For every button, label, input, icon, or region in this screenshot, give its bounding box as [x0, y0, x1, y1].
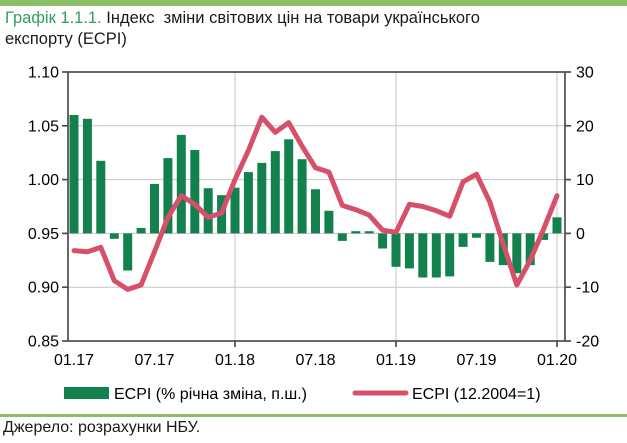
right-tick-label: 30 [576, 65, 594, 82]
bar [96, 160, 106, 234]
chart-title: Графік 1.1.1. Індекс зміни світових цін … [5, 8, 620, 50]
right-tick-label: -20 [576, 334, 599, 351]
left-tick-label: 0.90 [28, 280, 59, 297]
x-tick-label: 01.19 [376, 352, 416, 369]
bar [69, 115, 79, 234]
bar [257, 162, 267, 234]
x-tick-label: 07.18 [295, 352, 335, 369]
left-tick-label: 1.10 [28, 65, 59, 82]
bar [150, 183, 159, 234]
bar [351, 231, 361, 234]
left-tick-label: 0.85 [28, 334, 59, 351]
bar [458, 233, 468, 247]
source-note: Джерело: розрахунки НБУ. [3, 419, 201, 436]
bar [445, 233, 455, 277]
legend-bar-swatch [64, 387, 109, 399]
bar [190, 150, 200, 234]
right-tick-label: 20 [576, 118, 594, 135]
line-series [71, 114, 560, 292]
title-text: Індекс зміни світових цін на товари укра… [5, 9, 480, 48]
legend-bar-label: ECPI (% річна зміна, п.ш.) [114, 386, 307, 403]
bar [525, 233, 535, 266]
x-tick-label: 01.20 [537, 352, 577, 369]
x-tick-label: 07.17 [134, 352, 174, 369]
bar [176, 134, 186, 234]
left-tick-label: 1.05 [28, 118, 59, 135]
legend-line-label: ECPI (12.2004=1) [412, 386, 541, 403]
bar [243, 172, 253, 234]
bar [472, 233, 481, 238]
right-tick-label: 10 [576, 172, 594, 189]
axis-labels: 0.85 0.90 0.95 1.00 1.05 1.10 -20 -10 0 10 20 30 01.… [28, 65, 599, 370]
bar [311, 189, 320, 234]
bar [512, 233, 522, 274]
bar [391, 233, 401, 267]
figure-label: Графік 1.1.1. [5, 9, 102, 27]
bar [539, 233, 549, 240]
x-tick-label: 01.18 [215, 352, 255, 369]
right-tick-label: 0 [576, 226, 585, 243]
bar [324, 210, 334, 234]
bar [404, 233, 414, 269]
right-tick-label: -10 [576, 280, 599, 297]
bar [109, 233, 119, 239]
x-tick-label: 07.19 [456, 352, 496, 369]
bar [485, 233, 495, 262]
bars-series [69, 115, 562, 278]
bar [82, 118, 92, 234]
left-tick-label: 0.95 [28, 226, 59, 243]
footer-separator [0, 414, 627, 417]
legend: ECPI (% річна зміна, п.ш.) ECPI (12.2004=… [64, 386, 541, 403]
axis-ticks [62, 71, 571, 347]
left-tick-label: 1.00 [28, 172, 59, 189]
bar [270, 151, 280, 234]
plot-border [67, 71, 566, 342]
bar [284, 139, 294, 234]
bar [552, 217, 562, 234]
bar [364, 231, 374, 234]
bar [431, 233, 441, 278]
accent-strip [0, 0, 627, 6]
bar [203, 188, 213, 234]
bar [337, 233, 347, 241]
x-tick-label: 01.17 [54, 352, 94, 369]
bar [163, 158, 173, 234]
bar [418, 233, 428, 278]
bar [378, 233, 388, 249]
ecpi-chart: 0.85 0.90 0.95 1.00 1.05 1.10 -20 -10 0 10 20 30 01.… [28, 65, 599, 404]
bar [123, 233, 133, 271]
bar [136, 228, 146, 234]
bar [230, 187, 240, 234]
bar [297, 159, 307, 234]
